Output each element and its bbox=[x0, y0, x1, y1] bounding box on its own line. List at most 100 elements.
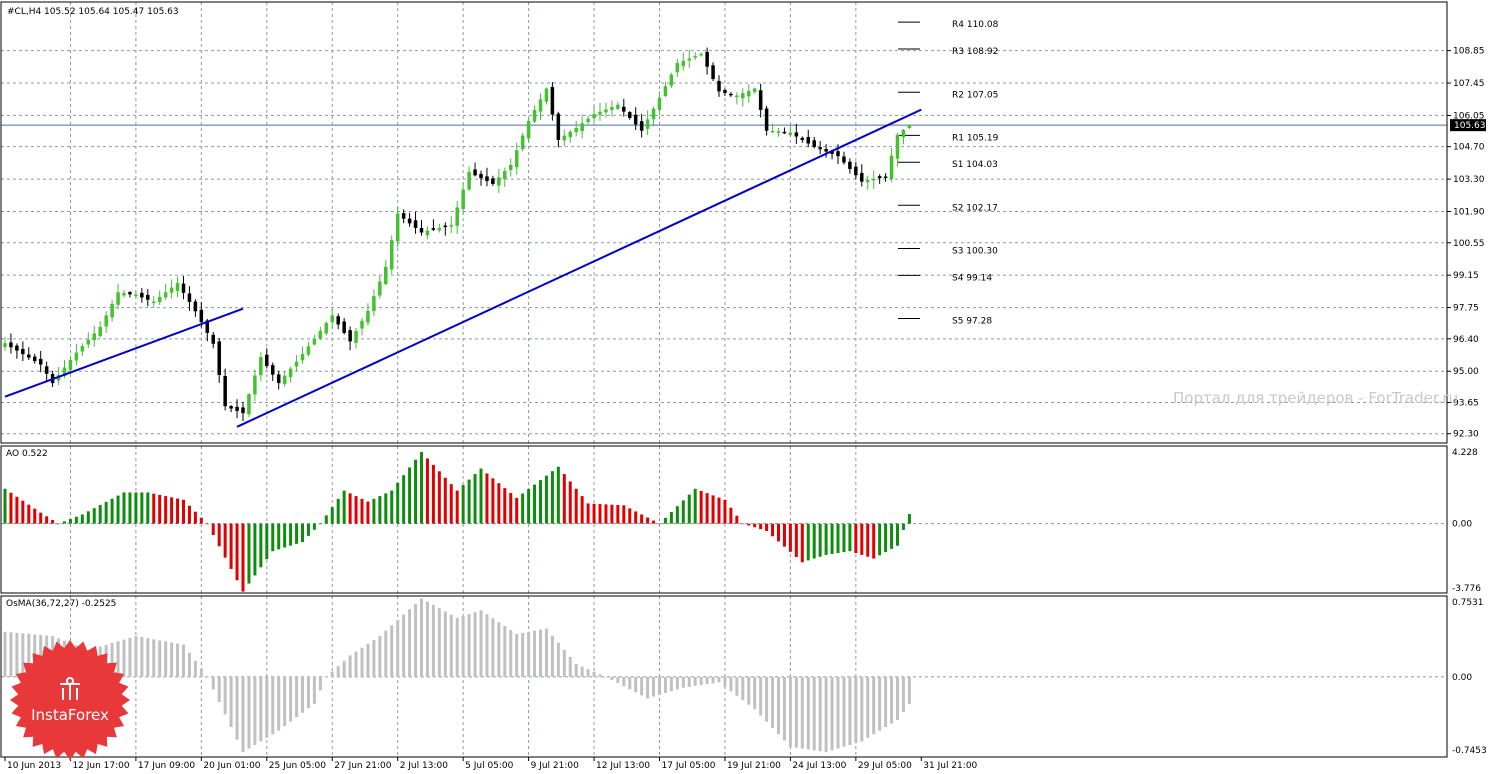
ao-bar bbox=[568, 481, 572, 524]
ao-histogram bbox=[3, 452, 911, 592]
ao-bar bbox=[729, 507, 733, 524]
osma-bar bbox=[193, 660, 197, 677]
ao-bar bbox=[479, 468, 483, 524]
osma-bar bbox=[723, 676, 727, 687]
candle-body bbox=[157, 296, 162, 302]
osma-bar bbox=[182, 644, 185, 677]
candle-body bbox=[146, 294, 150, 300]
candle-body bbox=[491, 178, 495, 184]
ao-bar bbox=[45, 516, 49, 524]
candle-body bbox=[889, 155, 894, 180]
ao-bar bbox=[265, 523, 269, 560]
ao-bar bbox=[449, 484, 453, 524]
candle-body bbox=[711, 65, 715, 80]
ao-bar bbox=[830, 523, 834, 554]
time-axis-label: 5 Jul 05:00 bbox=[465, 761, 514, 771]
ao-bar bbox=[271, 523, 275, 552]
ao-axis-label: 4.228 bbox=[1452, 448, 1478, 458]
osma-bar bbox=[9, 632, 13, 677]
osma-bar bbox=[693, 676, 697, 686]
ao-bar bbox=[199, 517, 203, 524]
ao-bar bbox=[550, 471, 554, 524]
ao-bar bbox=[878, 523, 882, 556]
candle-body bbox=[193, 301, 198, 312]
ao-bar bbox=[586, 503, 590, 524]
time-axis-label: 24 Jul 13:00 bbox=[792, 761, 846, 771]
candle-body bbox=[467, 171, 471, 190]
candle-body bbox=[288, 368, 293, 378]
candle-body bbox=[705, 51, 709, 67]
osma-bar bbox=[122, 639, 126, 677]
ao-bar bbox=[901, 523, 905, 530]
price-axis-label: 95.00 bbox=[1453, 367, 1479, 377]
candle-body bbox=[241, 407, 245, 414]
price-axis-label: 106.05 bbox=[1453, 111, 1485, 121]
ao-bar bbox=[675, 506, 679, 524]
osma-bar bbox=[425, 601, 429, 677]
candle-body bbox=[628, 112, 632, 118]
candle-body bbox=[657, 97, 662, 110]
osma-bar bbox=[324, 676, 328, 678]
candle-body bbox=[836, 151, 840, 157]
ao-bar bbox=[735, 515, 739, 524]
ao-bar bbox=[777, 523, 780, 542]
candle-body bbox=[544, 88, 549, 102]
ao-bar bbox=[354, 496, 358, 524]
candle-body bbox=[907, 124, 912, 128]
candle-body bbox=[253, 375, 257, 395]
ao-bar bbox=[21, 500, 25, 524]
axis-labels: 108.85 107.45 106.05 104.70 103.30 101.90 100.… bbox=[4, 47, 1487, 771]
osma-bar bbox=[473, 612, 477, 677]
candle-body bbox=[336, 316, 340, 325]
osma-bar bbox=[503, 626, 507, 677]
osma-bar bbox=[681, 676, 685, 688]
osma-bar bbox=[211, 676, 215, 690]
candle-body bbox=[532, 110, 537, 122]
price-candles bbox=[3, 47, 912, 422]
trend-lines bbox=[4, 108, 922, 428]
candle-body bbox=[520, 135, 525, 150]
osma-bar bbox=[390, 625, 394, 677]
candle-body bbox=[366, 310, 370, 323]
candle-body bbox=[729, 93, 733, 96]
ao-bar bbox=[872, 523, 876, 559]
candle-body bbox=[300, 354, 305, 361]
osma-bar bbox=[669, 676, 673, 692]
ao-bar bbox=[782, 523, 786, 547]
osma-bar bbox=[235, 676, 239, 740]
ao-bar bbox=[669, 512, 673, 524]
candle-body bbox=[223, 375, 227, 407]
osma-bar bbox=[330, 671, 334, 677]
candle-body bbox=[211, 334, 215, 344]
pivot-level-label: S4 99.14 bbox=[952, 273, 992, 283]
ao-bar bbox=[51, 519, 55, 524]
ao-bar bbox=[229, 523, 233, 569]
ao-bar bbox=[812, 523, 816, 559]
candle-body bbox=[276, 374, 281, 384]
osma-bar bbox=[152, 639, 156, 677]
osma-bar bbox=[372, 639, 376, 677]
price-axis-label: 96.40 bbox=[1453, 335, 1479, 345]
osma-bar bbox=[461, 615, 465, 677]
ao-bar bbox=[455, 490, 459, 524]
ao-bar bbox=[253, 523, 257, 576]
candle-body bbox=[550, 86, 555, 115]
ao-bar bbox=[9, 492, 13, 524]
ao-bar bbox=[295, 523, 299, 544]
candle-body bbox=[568, 131, 572, 138]
candle-body bbox=[175, 283, 180, 291]
candle-body bbox=[616, 104, 620, 109]
candle-body bbox=[854, 166, 858, 176]
ao-axis-label: 0.00 bbox=[1452, 520, 1472, 530]
candle-body bbox=[788, 132, 793, 136]
osma-bar bbox=[777, 676, 780, 735]
ao-bar bbox=[539, 480, 542, 524]
pivot-level-label: R1 105.19 bbox=[952, 133, 999, 143]
pivot-level-label: R2 107.05 bbox=[952, 90, 998, 100]
candle-body bbox=[645, 119, 650, 129]
ao-bar bbox=[503, 488, 507, 524]
candle-body bbox=[38, 358, 43, 365]
osma-bar bbox=[907, 676, 911, 705]
ao-bar bbox=[699, 490, 703, 524]
candle-body bbox=[259, 357, 263, 376]
